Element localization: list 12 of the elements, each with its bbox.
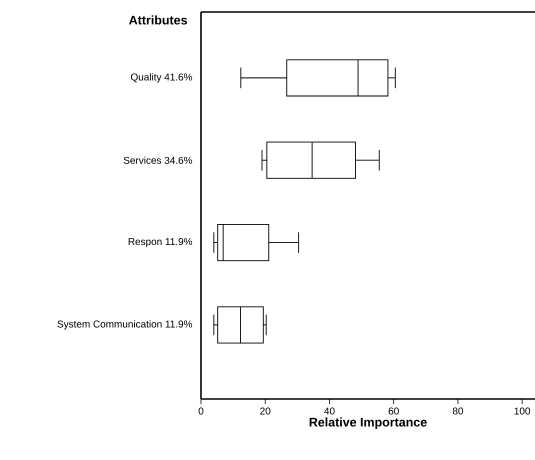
- x-tick-label: 20: [260, 408, 270, 415]
- y-tick-label: Services 34.6%: [124, 156, 192, 164]
- y-axis-title: Attributes: [129, 15, 188, 25]
- x-tick-label: 40: [324, 408, 335, 415]
- x-tick-label: 100: [514, 408, 530, 415]
- x-tick-label: 80: [452, 408, 464, 415]
- y-tick-label: Respon 11.9%: [128, 238, 192, 248]
- x-tick-label: 60: [388, 408, 399, 415]
- x-axis-title: Relative Importance: [310, 417, 427, 430]
- x-tick-label: 0: [198, 408, 204, 415]
- y-tick-label: System Communication 11.9%: [57, 320, 192, 330]
- y-tick-label: Quality 41.6%: [130, 73, 192, 83]
